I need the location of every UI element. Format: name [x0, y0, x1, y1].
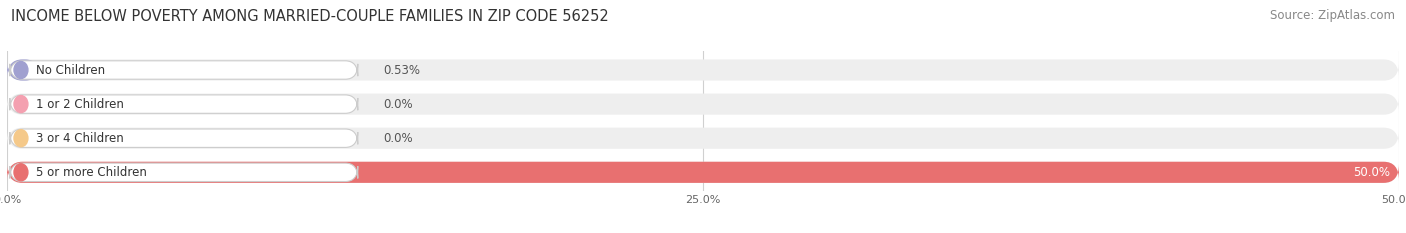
Text: INCOME BELOW POVERTY AMONG MARRIED-COUPLE FAMILIES IN ZIP CODE 56252: INCOME BELOW POVERTY AMONG MARRIED-COUPL…	[11, 9, 609, 24]
Text: Source: ZipAtlas.com: Source: ZipAtlas.com	[1270, 9, 1395, 22]
Circle shape	[14, 164, 28, 181]
FancyBboxPatch shape	[10, 95, 357, 113]
FancyBboxPatch shape	[7, 128, 1399, 149]
FancyBboxPatch shape	[7, 162, 1399, 183]
FancyBboxPatch shape	[10, 163, 357, 182]
FancyBboxPatch shape	[7, 59, 41, 81]
Circle shape	[14, 96, 28, 113]
Text: 0.0%: 0.0%	[382, 132, 412, 145]
Circle shape	[14, 62, 28, 79]
Text: 0.53%: 0.53%	[382, 64, 420, 76]
Text: 1 or 2 Children: 1 or 2 Children	[37, 98, 124, 111]
FancyBboxPatch shape	[10, 129, 357, 147]
Text: 3 or 4 Children: 3 or 4 Children	[37, 132, 124, 145]
Text: No Children: No Children	[37, 64, 105, 76]
Text: 50.0%: 50.0%	[1354, 166, 1391, 179]
Text: 0.0%: 0.0%	[382, 98, 412, 111]
FancyBboxPatch shape	[7, 162, 1399, 183]
FancyBboxPatch shape	[10, 61, 357, 79]
FancyBboxPatch shape	[7, 93, 1399, 115]
FancyBboxPatch shape	[7, 59, 1399, 81]
Circle shape	[14, 130, 28, 147]
Text: 5 or more Children: 5 or more Children	[37, 166, 148, 179]
